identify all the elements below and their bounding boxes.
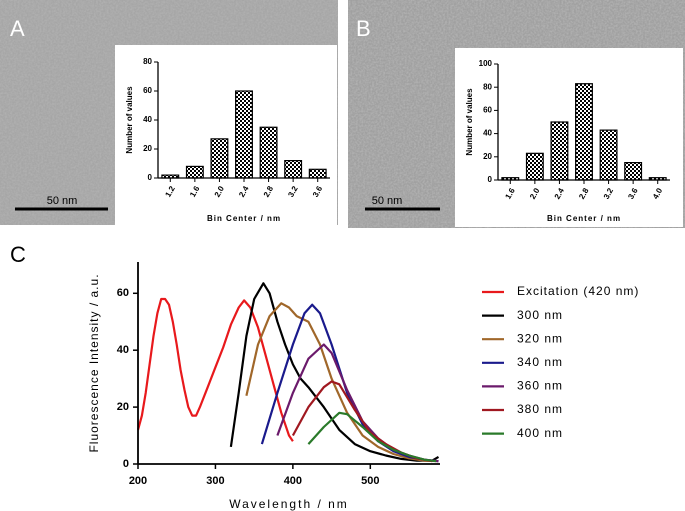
legend-label: Excitation (420 nm) [517, 284, 639, 298]
bar [284, 160, 303, 179]
bar [235, 90, 253, 179]
legend-label: 340 nm [517, 355, 563, 369]
y-tick-label: 60 [143, 86, 152, 95]
scale-bar-label: 50 nm [372, 195, 403, 207]
x-tick-label: 400 [284, 475, 302, 487]
bar [308, 168, 327, 179]
bar [575, 83, 593, 181]
series-line [229, 282, 440, 462]
y-tick-label: 100 [479, 59, 493, 68]
histogram-inset [115, 45, 337, 227]
bar [259, 126, 278, 179]
y-tick-label: 0 [123, 458, 129, 470]
y-tick-label: 40 [143, 115, 152, 124]
series-line [276, 343, 439, 463]
legend-label: 320 nm [517, 331, 563, 345]
scale-bar-label: 50 nm [47, 195, 78, 207]
y-axis-title: Fluorescence Intensity / a.u. [87, 273, 101, 452]
y-tick-label: 40 [483, 129, 492, 138]
legend-label: 380 nm [517, 402, 563, 416]
y-tick-label: 80 [143, 57, 152, 66]
x-tick-label: 200 [129, 475, 147, 487]
bar [210, 138, 229, 179]
bar [599, 129, 618, 181]
y-tick-label: 60 [117, 287, 129, 299]
bar [525, 152, 544, 181]
series-line [260, 303, 439, 463]
bar [550, 121, 569, 181]
y-tick-label: 20 [117, 401, 129, 413]
bar [624, 162, 643, 181]
y-tick-label: 20 [483, 152, 492, 161]
bar [185, 165, 204, 179]
x-tick-label: 300 [206, 475, 224, 487]
panel-label: B [356, 16, 371, 41]
panel-label: A [10, 16, 25, 41]
y-tick-label: 20 [143, 144, 152, 153]
y-tick-label: 80 [483, 82, 492, 91]
legend-label: 300 nm [517, 308, 563, 322]
x-axis-title: Bin Center / nm [547, 214, 621, 223]
x-axis-title: Wavelength / nm [229, 497, 349, 511]
x-axis-title: Bin Center / nm [207, 214, 281, 223]
y-axis-title: Number of values [465, 88, 474, 156]
panel-label: C [10, 242, 26, 267]
x-tick-label: 500 [361, 475, 379, 487]
legend-label: 400 nm [517, 426, 563, 440]
y-tick-label: 40 [117, 344, 129, 356]
series-line [245, 302, 439, 463]
series-line [136, 297, 294, 442]
series-line [307, 411, 437, 463]
y-axis-title: Number of values [125, 86, 134, 154]
y-tick-label: 0 [488, 175, 493, 184]
y-tick-label: 60 [483, 106, 492, 115]
legend-label: 360 nm [517, 379, 563, 393]
y-tick-label: 0 [148, 173, 153, 182]
histogram-inset [455, 48, 683, 227]
